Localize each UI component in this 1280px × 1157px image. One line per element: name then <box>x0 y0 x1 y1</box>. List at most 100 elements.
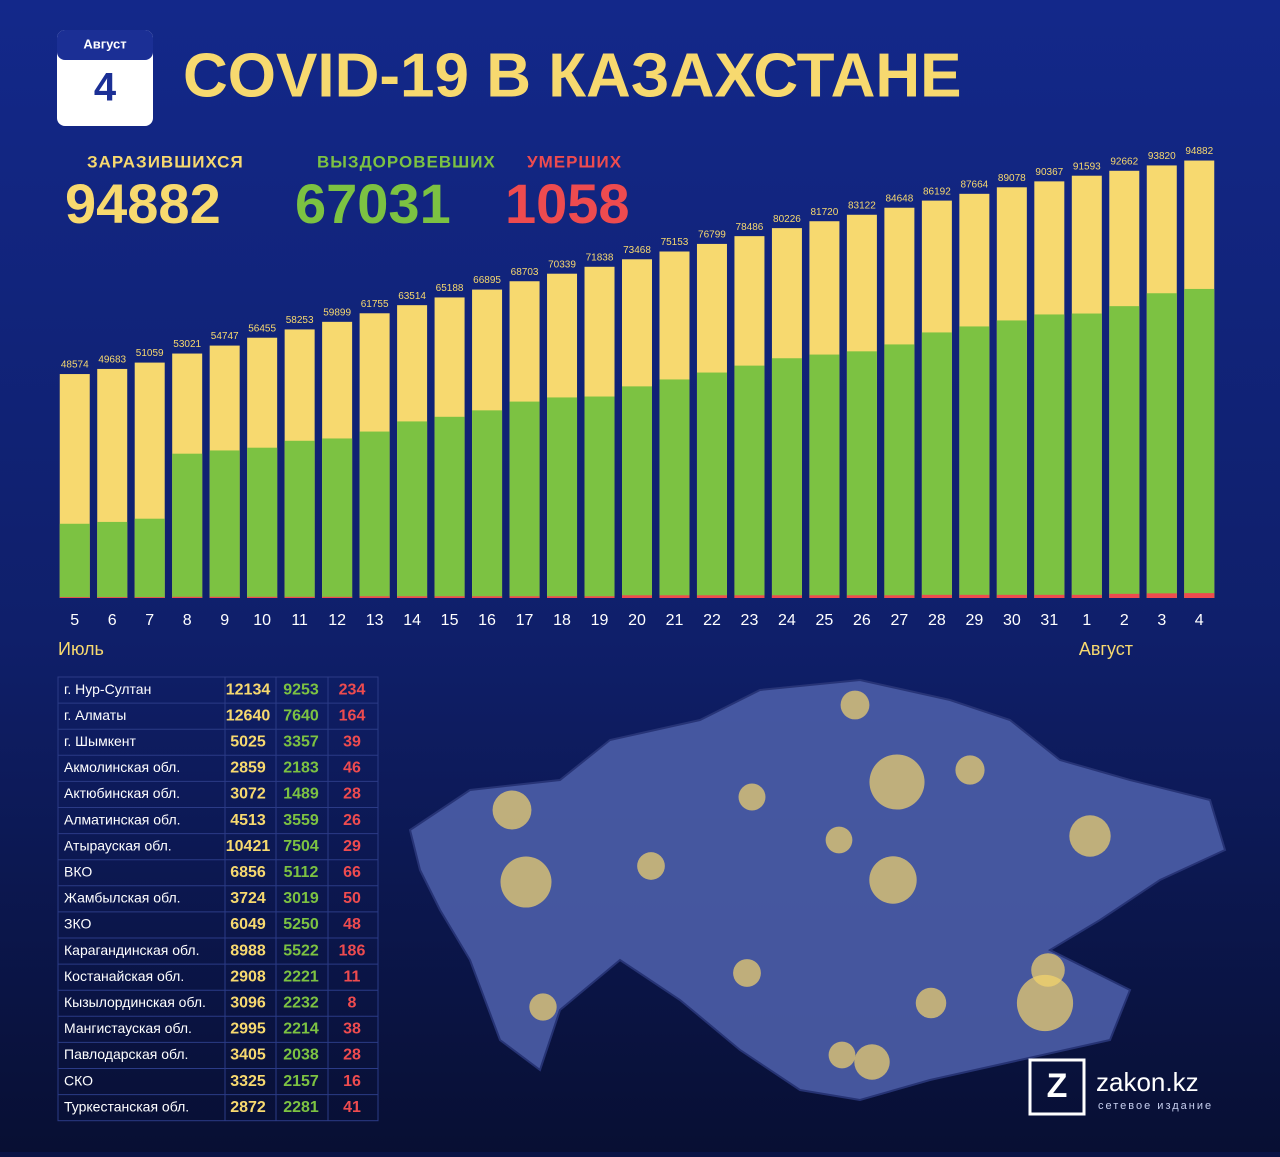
bar-1 <box>359 431 390 598</box>
bar-value-label: 68703 <box>511 267 539 278</box>
table-number: 28 <box>343 1047 361 1064</box>
bar-2 <box>284 596 315 598</box>
x-tick-label: 15 <box>441 612 459 629</box>
region-circle <box>915 987 947 1019</box>
x-tick-label: 19 <box>591 612 609 629</box>
table-number: 12640 <box>226 707 271 724</box>
bar-2 <box>472 596 503 598</box>
x-tick-label: 16 <box>478 612 496 629</box>
table-number: 3405 <box>230 1047 266 1064</box>
bar-1 <box>809 354 840 598</box>
bar-2 <box>209 596 240 598</box>
x-tick-label: 6 <box>108 612 117 629</box>
table-number: 164 <box>339 707 366 724</box>
x-tick-label: 1 <box>1082 612 1091 629</box>
table-number: 2281 <box>283 1099 319 1116</box>
bar-1 <box>1109 306 1140 598</box>
date-month: Август <box>83 36 126 51</box>
bar-value-label: 51059 <box>136 348 164 359</box>
x-tick-label: 11 <box>291 612 308 629</box>
region-name: Туркестанская обл. <box>64 1098 189 1114</box>
region-circle <box>869 754 925 810</box>
table-number: 38 <box>343 1021 361 1038</box>
table-number: 28 <box>343 786 361 803</box>
bar-2 <box>1146 593 1177 598</box>
table-number: 5522 <box>283 942 319 959</box>
x-tick-label: 4 <box>1195 612 1204 629</box>
region-circle <box>840 690 870 720</box>
bar-value-label: 73468 <box>623 245 651 256</box>
x-tick-label: 27 <box>890 612 908 629</box>
table-number: 2859 <box>230 760 266 777</box>
bar-1 <box>584 396 615 598</box>
region-name: ЗКО <box>64 916 91 932</box>
region-name: Павлодарская обл. <box>64 1046 188 1062</box>
bar-2 <box>59 597 90 598</box>
bar-1 <box>734 365 765 598</box>
table-number: 8988 <box>230 942 266 959</box>
region-name: Костанайская обл. <box>64 968 184 984</box>
bar-1 <box>547 397 578 598</box>
bar-1 <box>921 332 952 598</box>
bar-2 <box>1034 594 1065 598</box>
bar-2 <box>659 595 690 598</box>
x-tick-label: 18 <box>553 612 571 629</box>
brand-subtitle: сетевое издание <box>1098 1100 1213 1112</box>
table-number: 48 <box>343 916 361 933</box>
table-number: 9253 <box>283 681 319 698</box>
bar-value-label: 84648 <box>885 193 913 204</box>
table-number: 12134 <box>226 681 271 698</box>
brand-logo <box>1028 1058 1086 1116</box>
date-day: 4 <box>94 66 117 110</box>
bar-value-label: 61755 <box>361 299 389 310</box>
bar-value-label: 65188 <box>436 283 464 294</box>
stat-value: 94882 <box>65 172 221 235</box>
table-number: 5112 <box>284 864 319 881</box>
bar-value-label: 89078 <box>998 173 1026 184</box>
x-tick-label: 9 <box>220 612 229 629</box>
region-name: Акмолинская обл. <box>64 759 180 775</box>
bar-1 <box>622 386 652 598</box>
period-label: Июль <box>58 639 104 659</box>
bar-1 <box>1034 314 1065 598</box>
region-name: ВКО <box>64 863 92 879</box>
table-number: 2157 <box>283 1073 319 1090</box>
x-tick-label: 29 <box>965 612 983 629</box>
bar-1 <box>1146 293 1177 598</box>
table-number: 3325 <box>230 1073 266 1090</box>
bar-2 <box>359 596 390 598</box>
bar-2 <box>172 596 203 598</box>
x-tick-label: 31 <box>1040 612 1058 629</box>
bar-1 <box>884 344 915 598</box>
bar-1 <box>771 358 802 598</box>
x-tick-label: 30 <box>1003 612 1021 629</box>
table-number: 4513 <box>230 812 266 829</box>
bar-2 <box>584 596 615 598</box>
region-circle <box>828 1041 856 1069</box>
table-number: 3019 <box>283 890 319 907</box>
x-tick-label: 17 <box>516 612 534 629</box>
bar-2 <box>622 595 652 598</box>
x-tick-label: 26 <box>853 612 871 629</box>
bar-1 <box>1071 313 1102 598</box>
x-tick-label: 28 <box>928 612 946 629</box>
bar-value-label: 76799 <box>698 230 726 241</box>
bar-value-label: 81720 <box>811 207 839 218</box>
bar-1 <box>172 453 203 598</box>
period-label: Август <box>1079 639 1133 659</box>
bar-2 <box>696 595 727 598</box>
bar-1 <box>247 447 278 598</box>
table-number: 3072 <box>230 786 266 803</box>
region-name: Актюбинская обл. <box>64 785 180 801</box>
bar-value-label: 83122 <box>848 200 876 211</box>
region-circle <box>500 856 552 908</box>
table-number: 29 <box>343 838 361 855</box>
x-tick-label: 10 <box>253 612 271 629</box>
table-number: 2183 <box>283 760 319 777</box>
bar-value-label: 80226 <box>773 214 801 225</box>
region-circle <box>955 755 985 785</box>
bar-1 <box>397 421 428 598</box>
table-number: 2232 <box>283 994 319 1011</box>
bar-2 <box>97 597 128 598</box>
